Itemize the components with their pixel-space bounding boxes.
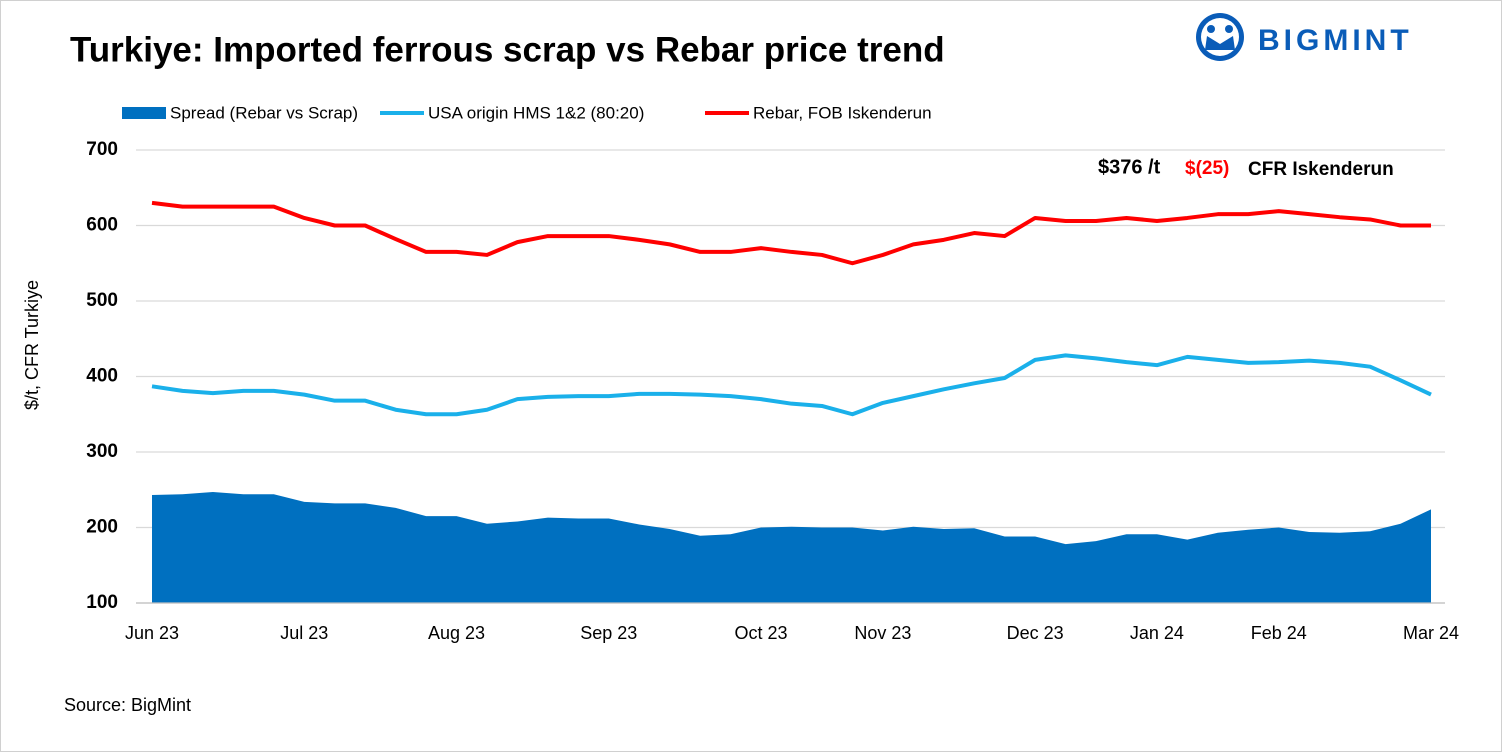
annotation: $(25) [1185, 158, 1229, 179]
x-tick-label: Feb 24 [1251, 623, 1307, 643]
x-tick-label: Aug 23 [428, 623, 485, 643]
spread-area [152, 492, 1431, 603]
x-tick-label: Sep 23 [580, 623, 637, 643]
y-tick-label: 100 [86, 592, 118, 613]
y-tick-label: 400 [86, 366, 118, 387]
series-line [151, 353, 1432, 417]
x-tick-label: Oct 23 [735, 623, 788, 643]
x-tick-label: Jul 23 [280, 623, 328, 643]
legend: Spread (Rebar vs Scrap) USA origin HMS 1&… [122, 103, 932, 122]
x-tick-label: Jan 24 [1130, 623, 1184, 643]
x-tick-label: Mar 24 [1403, 623, 1459, 643]
chart-title: Turkiye: Imported ferrous scrap vs Rebar… [70, 30, 945, 69]
logo: BIGMINT [1196, 13, 1413, 61]
annotation: CFR Iskenderun [1248, 159, 1394, 180]
legend-swatch [122, 107, 166, 119]
legend-label: Spread (Rebar vs Scrap) [170, 103, 358, 122]
series-line [151, 200, 1431, 266]
annotation: $376 /t [1098, 156, 1161, 178]
x-tick-label: Jun 23 [125, 623, 179, 643]
y-tick-label: 200 [86, 517, 118, 538]
y-tick-label: 600 [86, 215, 118, 236]
legend-label: Rebar, FOB Iskenderun [753, 103, 932, 122]
y-tick-label: 700 [86, 139, 118, 160]
brand: BIGMINT [1258, 24, 1413, 57]
y-axis-label: $/t, CFR Turkiye [22, 280, 42, 410]
x-tick-label: Nov 23 [854, 623, 911, 643]
source: Source: BigMint [64, 695, 191, 715]
x-tick-label: Dec 23 [1007, 623, 1064, 643]
y-tick-label: 500 [86, 290, 118, 311]
legend-label: USA origin HMS 1&2 (80:20) [428, 103, 644, 122]
y-tick-label: 300 [86, 441, 118, 462]
